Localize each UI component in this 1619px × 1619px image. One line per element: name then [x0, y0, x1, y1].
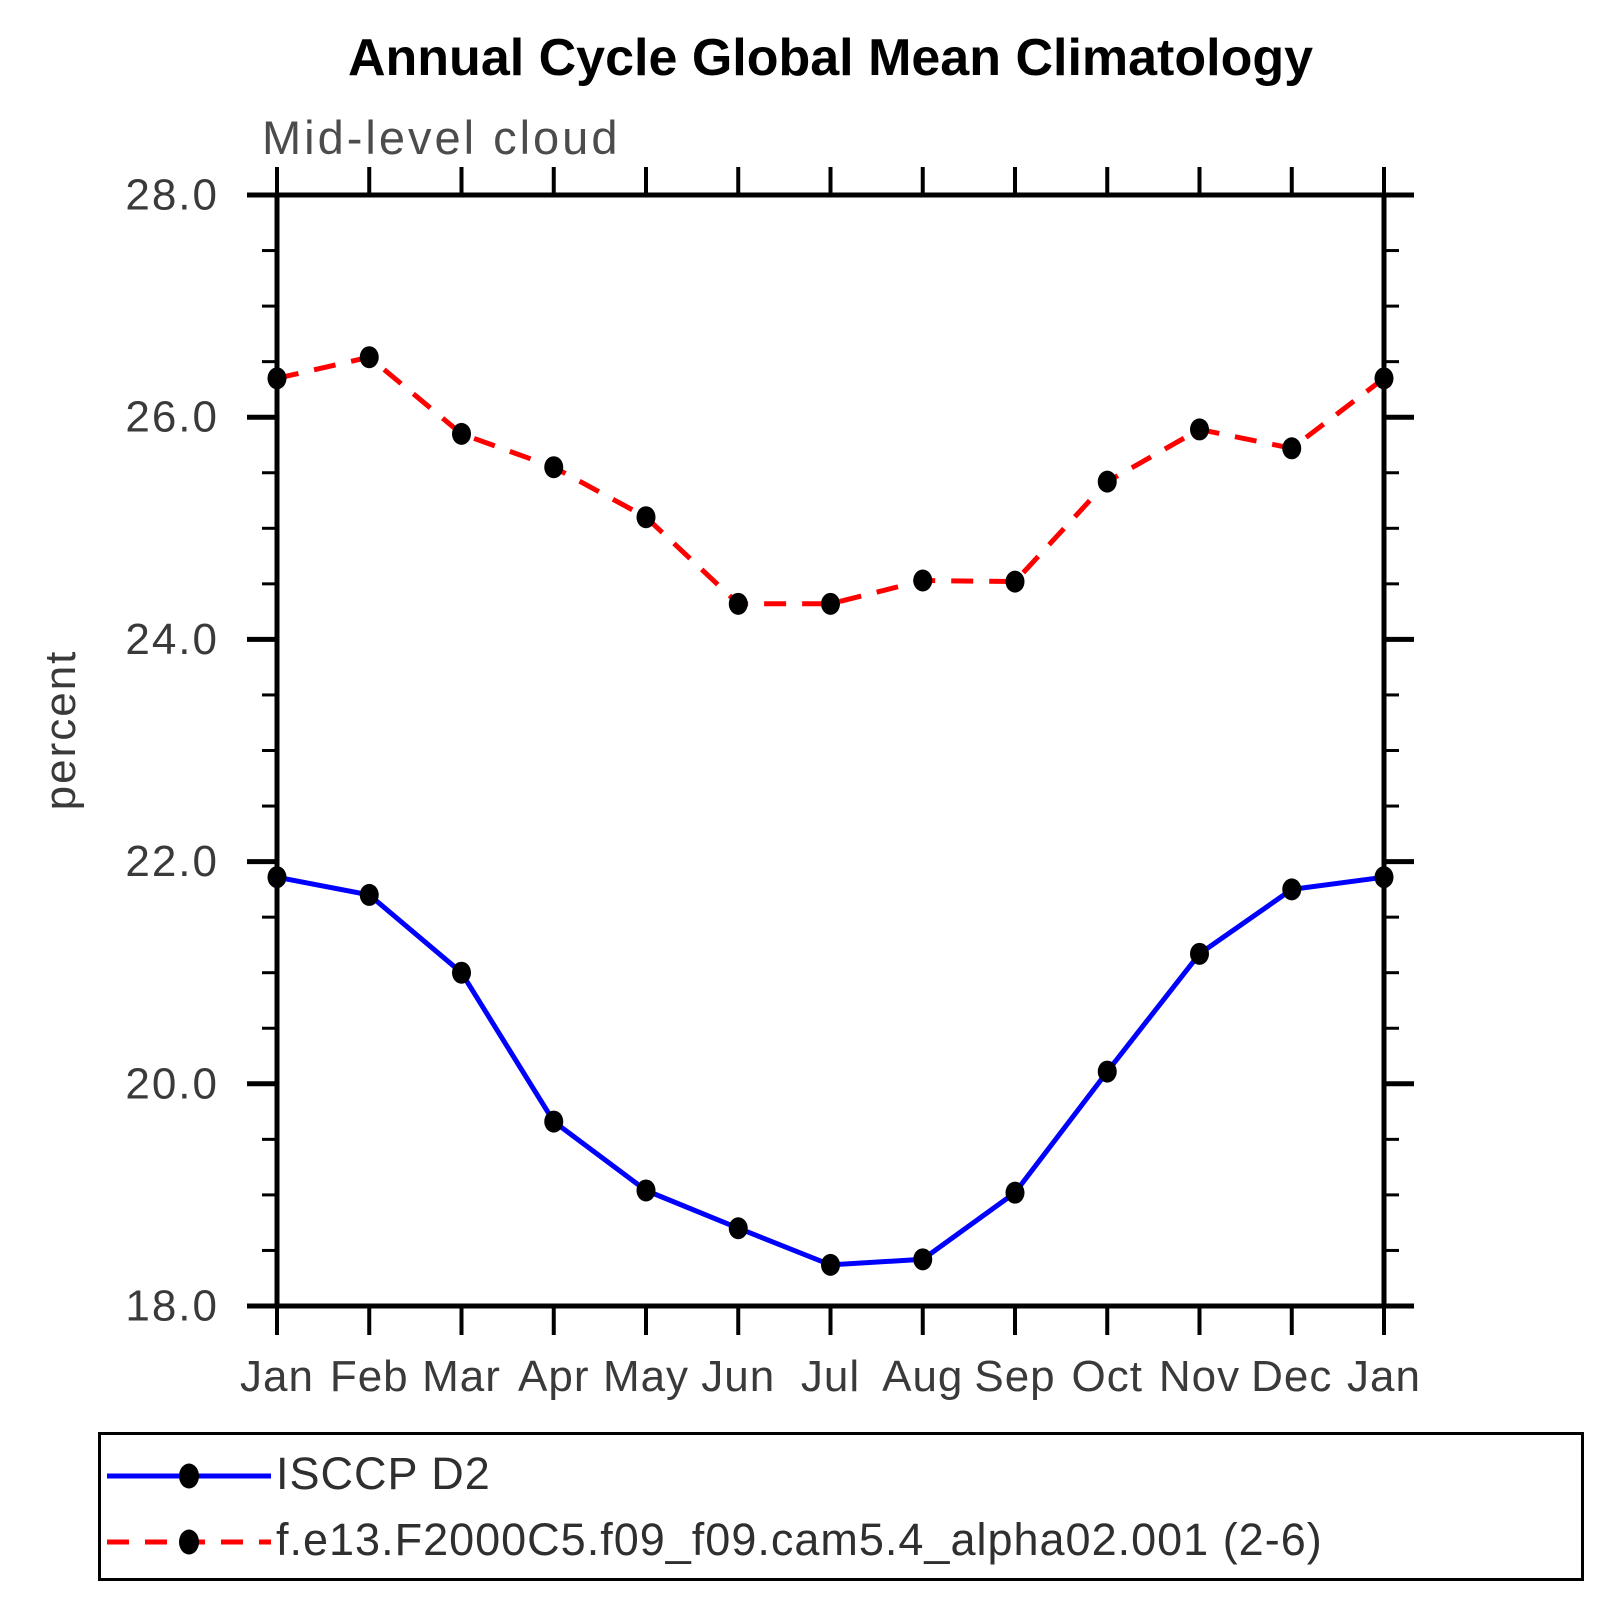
chart-subtitle: Mid-level cloud — [262, 111, 621, 164]
legend: ISCCP D2 f.e13.F2000C5.f09_f09.cam5.4_al… — [98, 1432, 1584, 1581]
data-point — [452, 961, 471, 984]
data-point — [636, 506, 656, 529]
legend-marker — [179, 1463, 199, 1489]
data-point — [728, 592, 748, 615]
y-tick-label: 26.0 — [125, 393, 219, 442]
data-point — [913, 569, 933, 592]
data-point — [1374, 866, 1394, 889]
legend-marker — [179, 1529, 199, 1555]
data-point — [544, 1110, 564, 1133]
y-tick-label: 24.0 — [125, 615, 219, 664]
chart-title: Annual Cycle Global Mean Climatology — [347, 29, 1314, 87]
axis-box — [274, 192, 1387, 1309]
legend-item-isccp-d2: ISCCP D2 — [101, 1444, 1581, 1508]
data-point — [1282, 878, 1302, 901]
legend-label-model-run: f.e13.F2000C5.f09_f09.cam5.4_alpha02.001… — [276, 1514, 1323, 1565]
x-tick-label: Mar — [422, 1352, 501, 1401]
x-tick-label: Apr — [518, 1352, 589, 1401]
x-tick-label: Aug — [882, 1352, 963, 1401]
y-tick-label: 28.0 — [125, 171, 219, 220]
y-tick-label: 22.0 — [125, 837, 219, 886]
data-point — [267, 866, 287, 889]
x-tick-label: Feb — [330, 1352, 409, 1401]
data-point — [1190, 418, 1209, 441]
data-point — [359, 346, 379, 369]
data-point — [821, 592, 840, 615]
x-tick-label: Jan — [240, 1352, 314, 1401]
legend-swatch-dashed-line — [107, 1529, 271, 1555]
x-tick-label: May — [603, 1352, 689, 1401]
x-tick-label: Jun — [701, 1352, 775, 1401]
legend-swatch-solid-line — [107, 1463, 271, 1489]
data-point — [821, 1253, 840, 1276]
data-point — [1190, 942, 1209, 965]
data-point — [1005, 570, 1025, 593]
x-tick-label: Dec — [1251, 1352, 1332, 1401]
data-point — [636, 1179, 656, 1202]
legend-item-model-run: f.e13.F2000C5.f09_f09.cam5.4_alpha02.001… — [101, 1510, 1581, 1574]
data-point — [544, 456, 564, 479]
data-point — [452, 422, 471, 445]
series-line-1 — [276, 354, 1386, 607]
x-tick-label: Oct — [1072, 1352, 1143, 1401]
y-tick-label: 18.0 — [125, 1282, 219, 1331]
data-point — [1374, 367, 1394, 390]
x-tick-label: Jan — [1347, 1352, 1421, 1401]
data-point — [1097, 1060, 1117, 1083]
data-point — [1282, 437, 1302, 460]
data-point — [267, 367, 287, 390]
data-point — [1097, 470, 1117, 493]
x-tick-label: Jul — [801, 1352, 860, 1401]
x-tick-label: Sep — [974, 1352, 1055, 1401]
data-point — [1005, 1181, 1025, 1204]
data-point — [913, 1248, 933, 1271]
series-line-0 — [276, 874, 1385, 1268]
x-tick-label: Nov — [1159, 1352, 1240, 1401]
data-point — [359, 883, 379, 906]
legend-label-isccp-d2: ISCCP D2 — [276, 1448, 491, 1499]
y-tick-label: 20.0 — [125, 1059, 219, 1108]
data-point — [728, 1217, 748, 1240]
y-axis-label: percent — [36, 650, 85, 811]
